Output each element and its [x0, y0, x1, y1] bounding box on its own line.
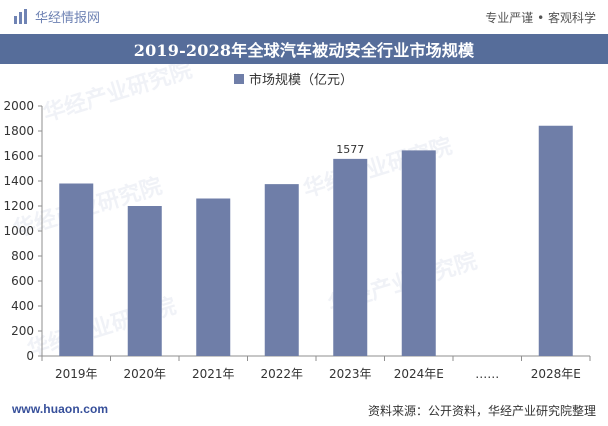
data-label: 1577: [336, 143, 364, 156]
y-tick-label: 1600: [3, 149, 34, 163]
bar: [264, 184, 299, 356]
brand-name: 华经情报网: [35, 11, 101, 26]
footer-source: 资料来源：公开资料，华经产业研究院整理: [367, 404, 596, 418]
y-tick-label: 1000: [3, 224, 34, 238]
top-bar: 华经情报网 专业严谨 • 客观科学: [0, 0, 608, 34]
legend-label: 市场规模（亿元）: [249, 72, 353, 88]
bar-chart: 市场规模（亿元） 0 200 400 600 800 1000 1200 1400 1600 18…: [3, 72, 591, 381]
x-tick-label: 2021年: [192, 367, 235, 381]
y-tick-label: 400: [11, 299, 34, 313]
y-tick-label: 1800: [3, 124, 34, 138]
bar: [401, 150, 436, 356]
legend-swatch: [234, 74, 244, 84]
legend: 市场规模（亿元）: [234, 72, 353, 88]
slogan: 专业严谨 • 客观科学: [485, 11, 596, 25]
bars: [59, 125, 573, 356]
bar: [196, 198, 231, 356]
x-tick-label: 2019年: [55, 367, 98, 381]
brand: 华经情报网: [14, 7, 100, 26]
y-tick-label: 200: [11, 324, 34, 338]
y-tick-label: 800: [11, 249, 34, 263]
x-tick-label: 2023年: [329, 367, 372, 381]
chart-container: 市场规模（亿元） 0 200 400 600 800 1000 1200 1400 1600 18…: [0, 64, 608, 394]
bar-chart-logo-icon: [14, 9, 29, 24]
footer-site: www.huaon.com: [12, 402, 109, 416]
labels: 2019年 2020年 2021年 2022年 2023年 1577 2024年E …… 202…: [55, 143, 581, 381]
bar: [59, 183, 94, 356]
y-tick-label: 0: [26, 349, 34, 363]
footer: www.huaon.com 资料来源：公开资料，华经产业研究院整理: [0, 394, 608, 426]
y-tick-label: 2000: [3, 99, 34, 113]
chart-title: 2019-2028年全球汽车被动安全行业市场规模: [133, 41, 475, 60]
title-bar: 2019-2028年全球汽车被动安全行业市场规模: [0, 34, 608, 64]
y-tick-label: 600: [11, 274, 34, 288]
x-tick-label: 2024年E: [394, 367, 444, 381]
bar: [333, 158, 368, 356]
bar: [127, 206, 162, 356]
x-tick-label: 2028年E: [531, 367, 581, 381]
x-tick-label: ……: [475, 367, 499, 381]
x-tick-label: 2022年: [260, 367, 303, 381]
bar: [538, 125, 573, 356]
y-tick-label: 1400: [3, 174, 34, 188]
x-tick-label: 2020年: [123, 367, 166, 381]
axes: 0 200 400 600 800 1000 1200 1400 1600 1800 2000: [3, 99, 591, 363]
y-tick-label: 1200: [3, 199, 34, 213]
